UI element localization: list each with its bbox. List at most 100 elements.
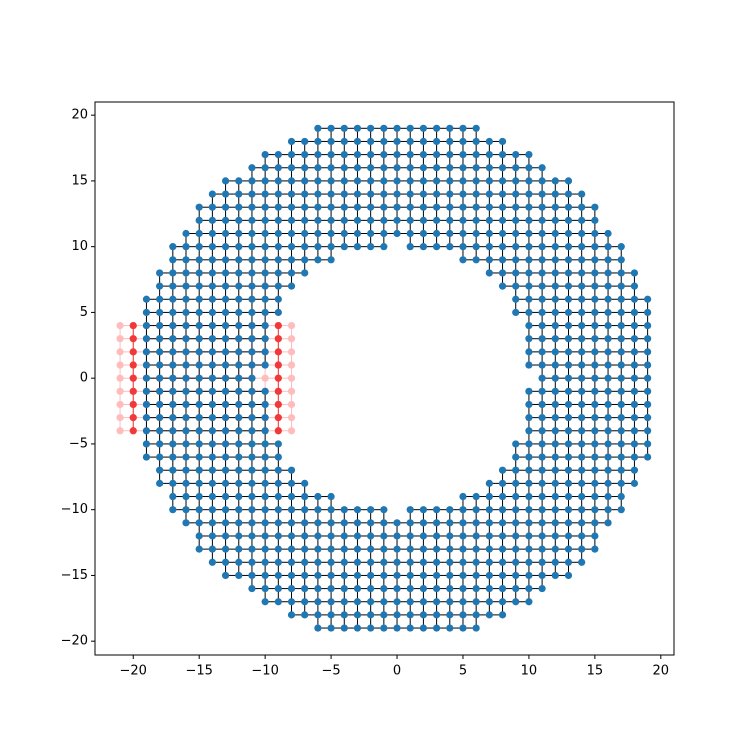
node <box>314 203 322 211</box>
node <box>169 440 177 448</box>
node <box>472 203 480 211</box>
node <box>485 611 493 619</box>
node <box>578 427 586 435</box>
node <box>327 545 335 553</box>
node <box>248 440 256 448</box>
node <box>472 164 480 172</box>
node <box>182 519 190 527</box>
node <box>142 414 151 422</box>
node <box>525 216 533 224</box>
node <box>472 571 480 580</box>
x-tick-label: −10 <box>251 664 278 679</box>
node <box>156 440 164 448</box>
node <box>195 243 203 251</box>
node <box>459 151 467 159</box>
node <box>393 137 401 146</box>
node <box>617 506 625 514</box>
node <box>261 243 269 251</box>
node <box>644 427 652 435</box>
node <box>287 151 296 159</box>
node <box>261 203 269 211</box>
node <box>248 545 256 553</box>
node <box>472 151 480 159</box>
node <box>617 479 625 487</box>
node <box>274 598 282 606</box>
node <box>498 519 507 527</box>
node <box>248 506 256 514</box>
node <box>617 269 625 277</box>
node <box>432 137 441 146</box>
node <box>512 558 520 566</box>
node <box>301 137 309 146</box>
node <box>287 374 296 382</box>
node <box>498 598 507 606</box>
node <box>564 414 573 422</box>
node <box>182 256 190 264</box>
node <box>578 506 586 514</box>
node <box>248 243 256 251</box>
node <box>235 256 243 264</box>
node <box>419 177 428 185</box>
node <box>525 282 533 290</box>
node <box>274 571 282 580</box>
node <box>446 190 454 198</box>
node <box>116 321 124 330</box>
node <box>340 243 348 251</box>
node <box>380 545 388 553</box>
node <box>261 361 269 369</box>
node <box>380 177 388 185</box>
node <box>551 243 559 251</box>
node <box>314 624 322 632</box>
node <box>235 335 243 343</box>
node <box>235 492 243 501</box>
node <box>156 335 164 343</box>
node <box>367 571 375 580</box>
node <box>287 584 296 593</box>
node <box>248 387 256 395</box>
node <box>591 414 599 422</box>
node <box>380 137 388 146</box>
node <box>538 532 546 540</box>
node <box>235 558 243 566</box>
node <box>498 229 507 238</box>
node <box>367 177 375 185</box>
node <box>261 151 269 159</box>
node <box>432 164 441 172</box>
node <box>314 571 322 580</box>
node <box>195 427 203 435</box>
node <box>248 190 256 198</box>
node <box>287 361 296 369</box>
node <box>498 466 507 474</box>
node <box>591 269 599 277</box>
node <box>129 414 137 422</box>
node <box>129 387 137 395</box>
node <box>327 151 335 159</box>
node <box>630 466 639 474</box>
node <box>367 164 375 172</box>
node <box>525 453 533 461</box>
node <box>287 203 296 211</box>
node <box>314 164 322 172</box>
node <box>195 414 203 422</box>
node <box>169 387 177 395</box>
node <box>274 479 282 487</box>
node <box>380 519 388 527</box>
node <box>169 321 177 330</box>
node <box>142 348 151 356</box>
node <box>195 282 203 290</box>
node <box>644 414 652 422</box>
node <box>512 532 520 540</box>
node <box>235 321 243 330</box>
node <box>419 243 428 251</box>
node <box>235 466 243 474</box>
node <box>604 506 612 514</box>
node <box>261 558 269 566</box>
node <box>380 229 388 238</box>
node <box>525 558 533 566</box>
node <box>235 479 243 487</box>
node <box>353 190 362 198</box>
node <box>578 414 586 422</box>
node <box>221 545 230 553</box>
node <box>406 571 414 580</box>
node <box>485 479 493 487</box>
